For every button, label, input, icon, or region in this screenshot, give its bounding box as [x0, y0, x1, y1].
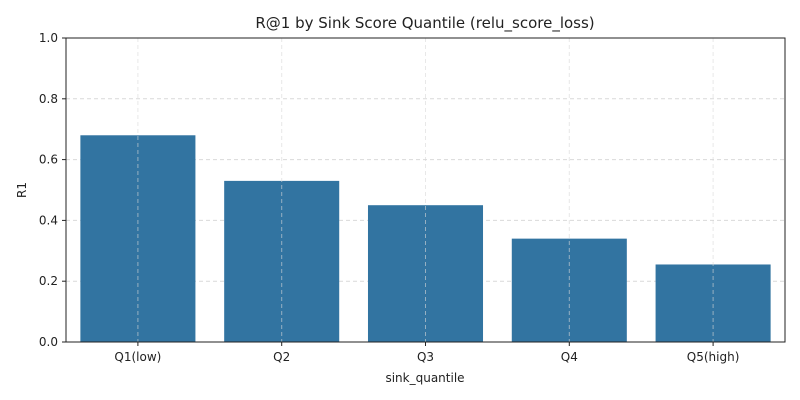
- x-tick-label: Q2: [273, 350, 290, 364]
- y-axis-label: R1: [15, 182, 29, 198]
- x-tick-label: Q1(low): [114, 350, 161, 364]
- y-tick-label: 0.0: [39, 335, 58, 349]
- y-tick-label: 0.2: [39, 274, 58, 288]
- y-axis: 0.0 0.2 0.4 0.6 0.8 1.0: [39, 31, 66, 349]
- y-tick-label: 1.0: [39, 31, 58, 45]
- y-tick-label: 0.4: [39, 213, 58, 227]
- vertical-grid: [137, 38, 714, 342]
- x-tick-label: Q3: [417, 350, 434, 364]
- x-tick-label: Q5(high): [687, 350, 740, 364]
- x-axis-label: sink_quantile: [385, 371, 464, 385]
- y-tick-label: 0.8: [39, 92, 58, 106]
- x-tick-label: Q4: [561, 350, 578, 364]
- bar: [224, 180, 340, 342]
- chart-title: R@1 by Sink Score Quantile (relu_score_l…: [255, 14, 594, 33]
- x-axis: Q1(low) Q2 Q3 Q4 Q5(high): [114, 342, 739, 364]
- y-tick-label: 0.6: [39, 153, 58, 167]
